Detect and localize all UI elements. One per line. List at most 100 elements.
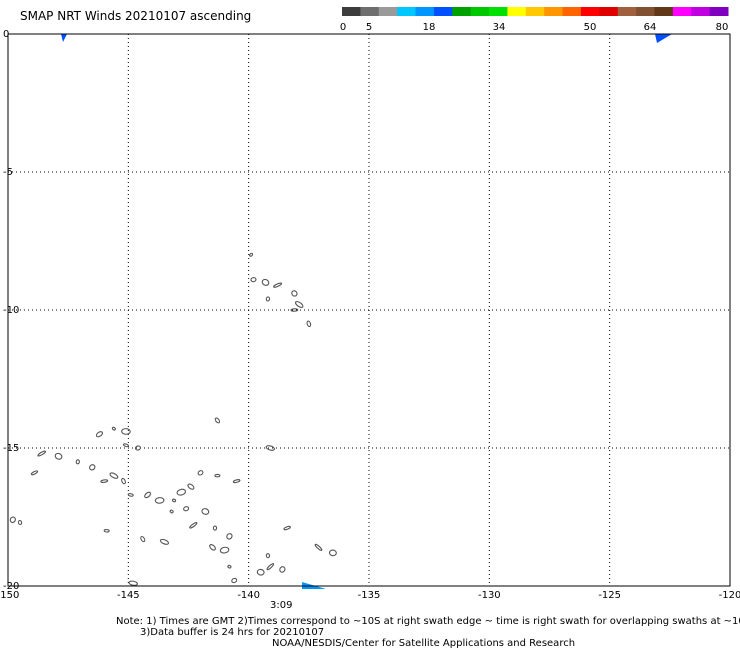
longitude-tick-label: -140	[237, 590, 260, 601]
colorbar-segment	[489, 7, 508, 16]
colorbar-segment	[470, 7, 490, 16]
island-outline	[121, 428, 131, 435]
island-outline	[265, 296, 271, 302]
colorbar-label: 64	[644, 22, 657, 33]
island-outline	[290, 308, 299, 312]
colorbar-label: 5	[366, 22, 372, 33]
colorbar-segment	[544, 7, 564, 16]
longitude-tick-label: -125	[598, 590, 621, 601]
colorbar-segment	[378, 7, 398, 16]
island-outline	[169, 509, 174, 514]
land-outlines	[9, 252, 337, 586]
island-outline	[266, 563, 275, 571]
colorbar-segment	[617, 7, 637, 16]
colorbar-label: 50	[584, 22, 597, 33]
island-outline	[265, 553, 271, 559]
island-outline	[283, 525, 291, 531]
island-outline	[256, 568, 265, 576]
island-outline	[314, 543, 323, 551]
island-outline	[189, 522, 198, 529]
island-outline	[9, 516, 16, 524]
island-outline	[265, 445, 276, 451]
longitude-tick-label: -120	[719, 590, 740, 601]
island-outline	[89, 464, 96, 471]
colorbar-label: 18	[423, 22, 436, 33]
island-outline	[75, 459, 80, 465]
island-outline	[232, 479, 241, 484]
island-outline	[111, 426, 116, 431]
latitude-tick-label: -20	[3, 581, 19, 592]
island-outline	[214, 417, 221, 424]
island-outline	[176, 488, 187, 496]
island-outline	[127, 493, 134, 497]
island-outline	[249, 252, 254, 257]
map-frame	[7, 33, 731, 587]
longitude-tick-label: -150	[0, 590, 19, 601]
longitude-tick-label: -130	[478, 590, 501, 601]
island-outline	[30, 470, 39, 476]
island-outline	[209, 544, 216, 551]
longitude-tick-label: -135	[358, 590, 381, 601]
colorbar-segment	[580, 7, 600, 16]
island-outline	[219, 546, 230, 554]
note-line-2: 3)Data buffer is 24 hrs for 20210107	[140, 627, 325, 638]
island-outline	[154, 497, 165, 504]
colorbar-labels: 0 5 18 34 50 64 80	[340, 22, 729, 33]
colorbar-segment	[507, 7, 527, 16]
island-outline	[37, 450, 47, 457]
island-outline	[231, 577, 238, 584]
island-outline	[103, 529, 110, 533]
colorbar-segment	[397, 7, 417, 16]
colorbar-segment	[360, 7, 380, 16]
colorbar-segment	[672, 7, 692, 16]
island-outline	[250, 277, 257, 283]
island-outline	[134, 445, 141, 451]
colorbar-label: 34	[493, 22, 506, 33]
island-outline	[159, 538, 170, 545]
wind-speed-colorbar	[342, 7, 729, 16]
island-outline	[100, 479, 109, 483]
island-outline	[17, 519, 23, 526]
island-outline	[109, 472, 119, 479]
axis-tick-labels: -150 -145 -140 -135 -130 -125 -120 0 -5 -10 -15 -20	[0, 29, 740, 601]
island-outline	[273, 282, 283, 288]
map-title: SMAP NRT Winds 20210107 ascending	[20, 9, 252, 23]
island-outline	[214, 473, 221, 478]
island-outline	[226, 533, 233, 540]
island-outline	[140, 535, 146, 543]
colorbar-segment	[452, 7, 472, 16]
colorbar-segment	[599, 7, 619, 16]
island-outline	[212, 525, 218, 531]
island-outline	[306, 320, 312, 328]
longitude-tick-label: -145	[117, 590, 140, 601]
island-outline	[279, 566, 286, 573]
colorbar-segment	[433, 7, 453, 16]
colorbar-segment	[654, 7, 674, 16]
island-outline	[121, 477, 126, 485]
colorbar-label: 0	[340, 22, 346, 33]
swath-time-label: 3:09	[270, 600, 293, 611]
swath-wedge	[655, 34, 672, 43]
lat-lon-grid	[8, 34, 730, 586]
island-outline	[144, 491, 152, 499]
colorbar-segment	[709, 7, 729, 16]
island-outline	[187, 483, 195, 490]
island-outline	[183, 506, 190, 512]
island-outline	[128, 580, 138, 586]
colorbar-segment	[342, 7, 361, 16]
note-line-1: Note: 1) Times are GMT 2)Times correspon…	[116, 616, 740, 627]
colorbar-segment	[691, 7, 711, 16]
island-outline	[171, 498, 177, 503]
island-outline	[227, 564, 232, 569]
latitude-tick-label: -5	[3, 167, 13, 178]
island-outline	[291, 290, 298, 297]
island-outline	[294, 301, 304, 308]
credit-line: NOAA/NESDIS/Center for Satellite Applica…	[272, 638, 576, 649]
island-outline	[261, 278, 270, 286]
latitude-tick-label: -10	[3, 305, 19, 316]
swath-wedge	[61, 34, 67, 42]
island-outline	[201, 508, 210, 515]
island-outline	[54, 452, 63, 460]
colorbar-segment	[562, 7, 582, 16]
